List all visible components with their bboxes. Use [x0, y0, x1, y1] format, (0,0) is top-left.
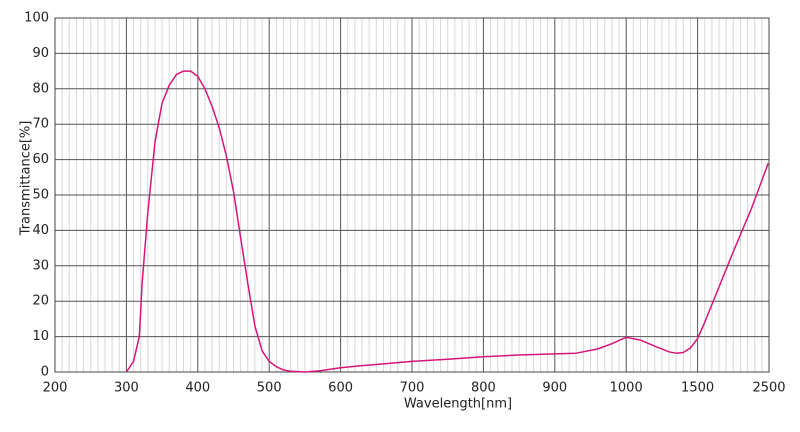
x-tick-label: 900: [542, 381, 567, 396]
x-tick-label: 1000: [610, 381, 643, 396]
x-axis-label: Wavelength[nm]: [404, 397, 512, 412]
x-tick-label: 600: [328, 381, 353, 396]
y-tick-label: 10: [32, 329, 49, 344]
x-tick-label: 400: [185, 381, 210, 396]
x-tick-label: 700: [400, 381, 425, 396]
data-line: [125, 70, 770, 373]
x-tick-label: 300: [114, 381, 139, 396]
y-tick-label: 70: [32, 117, 49, 132]
y-tick-label: 20: [32, 294, 49, 309]
x-tick-label: 800: [471, 381, 496, 396]
y-tick-label: 80: [32, 81, 49, 96]
x-tick-label: 1500: [681, 381, 714, 396]
x-tick-label: 200: [43, 381, 68, 396]
y-tick-label: 50: [32, 188, 49, 203]
y-tick-label: 30: [32, 258, 49, 273]
y-tick-label: 60: [32, 152, 49, 167]
y-tick-label: 40: [32, 223, 49, 238]
x-tick-label: 500: [257, 381, 282, 396]
y-tick-label: 0: [41, 365, 49, 380]
y-tick-label: 100: [24, 11, 49, 26]
y-tick-label: 90: [32, 46, 49, 61]
x-tick-label: 2500: [752, 381, 785, 396]
y-axis-label: Transmittance[%]: [19, 121, 34, 237]
plot-frame: [54, 17, 770, 373]
